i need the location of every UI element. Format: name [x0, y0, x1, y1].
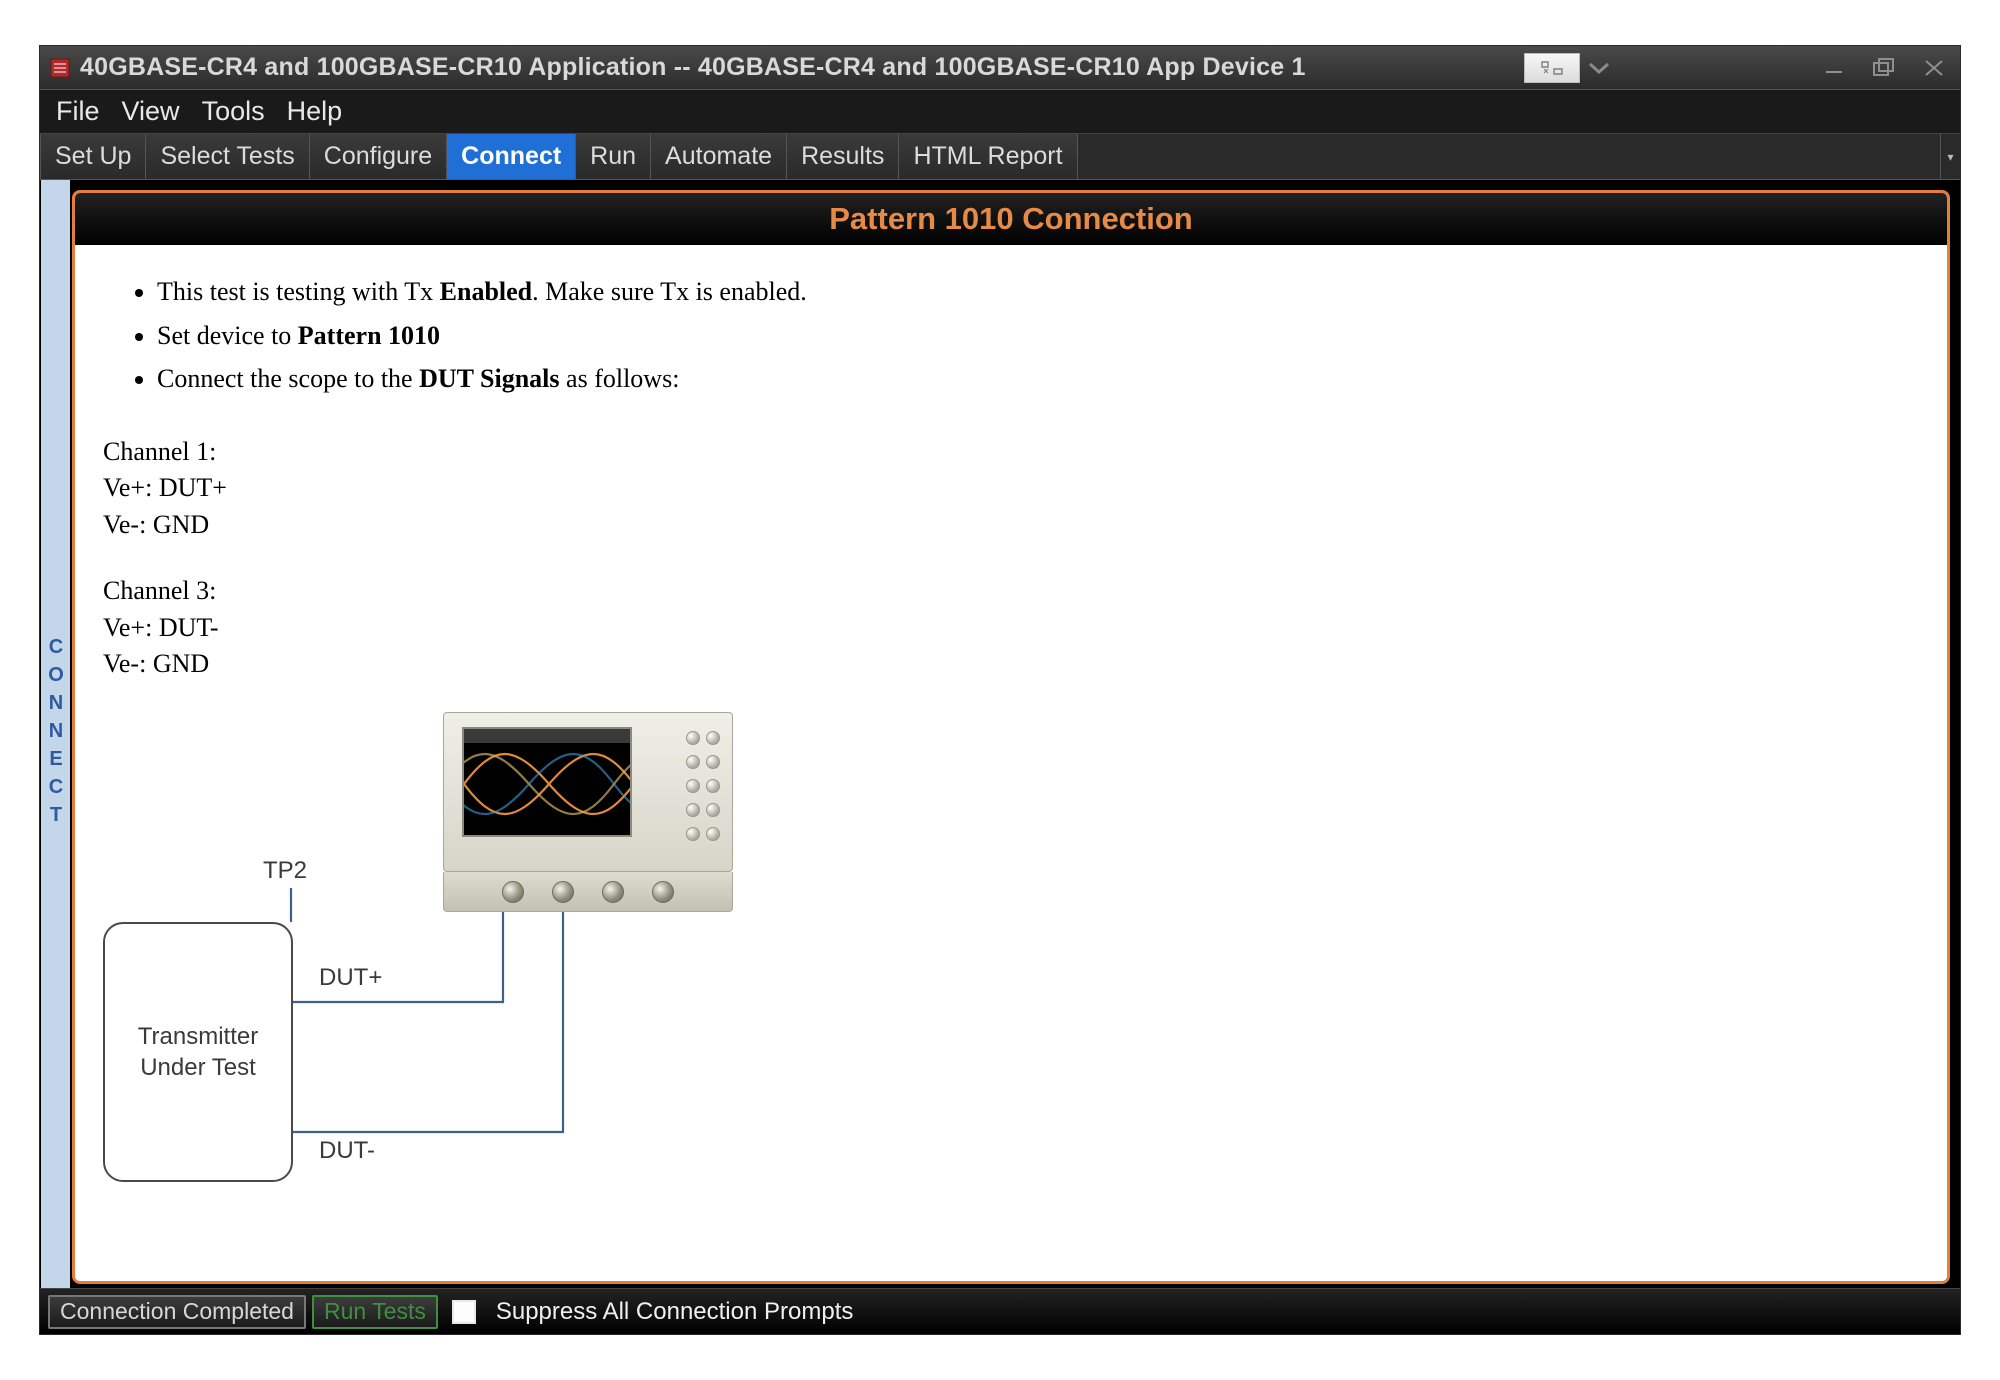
side-rail: CONNECT	[40, 180, 70, 1288]
maximize-button[interactable]	[1864, 54, 1904, 82]
chevron-down-icon[interactable]	[1584, 53, 1614, 83]
menu-view[interactable]: View	[116, 94, 186, 129]
channel-line: Ve-: GND	[103, 646, 1919, 682]
scope-instrument-icon	[443, 712, 733, 912]
suppress-checkbox[interactable]	[452, 1300, 476, 1324]
channel-line: Ve-: GND	[103, 507, 1919, 543]
run-tests-button[interactable]: Run Tests	[312, 1295, 438, 1329]
minimize-button[interactable]	[1814, 54, 1854, 82]
channel-line: Ve+: DUT+	[103, 470, 1919, 506]
channel-1-block: Channel 1: Ve+: DUT+ Ve-: GND	[103, 434, 1919, 543]
channel-3-block: Channel 3: Ve+: DUT- Ve-: GND	[103, 573, 1919, 682]
tab-select-tests[interactable]: Select Tests	[146, 134, 309, 179]
tab-configure[interactable]: Configure	[310, 134, 447, 179]
footer-bar: Connection Completed Run Tests Suppress …	[40, 1288, 1960, 1334]
tab-setup[interactable]: Set Up	[40, 134, 146, 179]
title-pill-icon[interactable]	[1524, 53, 1580, 83]
tx-box-line: Under Test	[138, 1052, 258, 1083]
menu-help[interactable]: Help	[281, 94, 349, 129]
tab-html-report[interactable]: HTML Report	[899, 134, 1077, 179]
title-bar: 40GBASE-CR4 and 100GBASE-CR10 Applicatio…	[40, 46, 1960, 90]
label-tp2: TP2	[263, 857, 307, 885]
connect-panel: Pattern 1010 Connection This test is tes…	[72, 190, 1950, 1284]
window-title: 40GBASE-CR4 and 100GBASE-CR10 Applicatio…	[80, 53, 1306, 82]
menu-file[interactable]: File	[50, 94, 106, 129]
app-window: 40GBASE-CR4 and 100GBASE-CR10 Applicatio…	[39, 45, 1961, 1335]
connection-diagram: TP2 DUT+ DUT-	[103, 712, 903, 1182]
tab-bar: Set Up Select Tests Configure Connect Ru…	[40, 134, 1960, 180]
label-dut-plus: DUT+	[319, 964, 382, 992]
channel-heading: Channel 1:	[103, 434, 1919, 470]
menu-bar: File View Tools Help	[40, 90, 1960, 134]
menu-tools[interactable]: Tools	[196, 94, 271, 129]
transmitter-box: Transmitter Under Test	[103, 922, 293, 1182]
tab-automate[interactable]: Automate	[651, 134, 787, 179]
tx-box-line: Transmitter	[138, 1021, 258, 1052]
tab-results[interactable]: Results	[787, 134, 899, 179]
instruction-item: This test is testing with Tx Enabled. Ma…	[157, 273, 1919, 311]
channel-line: Ve+: DUT-	[103, 610, 1919, 646]
instruction-item: Set device to Pattern 1010	[157, 317, 1919, 355]
tab-overflow-icon[interactable]: ▾	[1940, 134, 1960, 179]
panel-body[interactable]: This test is testing with Tx Enabled. Ma…	[75, 245, 1947, 1281]
instruction-item: Connect the scope to the DUT Signals as …	[157, 360, 1919, 398]
panel-header: Pattern 1010 Connection	[75, 193, 1947, 245]
app-icon	[48, 56, 72, 80]
label-dut-minus: DUT-	[319, 1137, 375, 1165]
close-button[interactable]	[1914, 54, 1954, 82]
side-rail-label: CONNECT	[44, 636, 67, 832]
tab-connect[interactable]: Connect	[447, 134, 576, 179]
tab-run[interactable]: Run	[576, 134, 651, 179]
channel-heading: Channel 3:	[103, 573, 1919, 609]
suppress-label: Suppress All Connection Prompts	[496, 1298, 854, 1326]
instruction-list: This test is testing with Tx Enabled. Ma…	[157, 273, 1919, 398]
panel-title: Pattern 1010 Connection	[829, 201, 1192, 237]
connection-completed-button[interactable]: Connection Completed	[48, 1295, 306, 1329]
